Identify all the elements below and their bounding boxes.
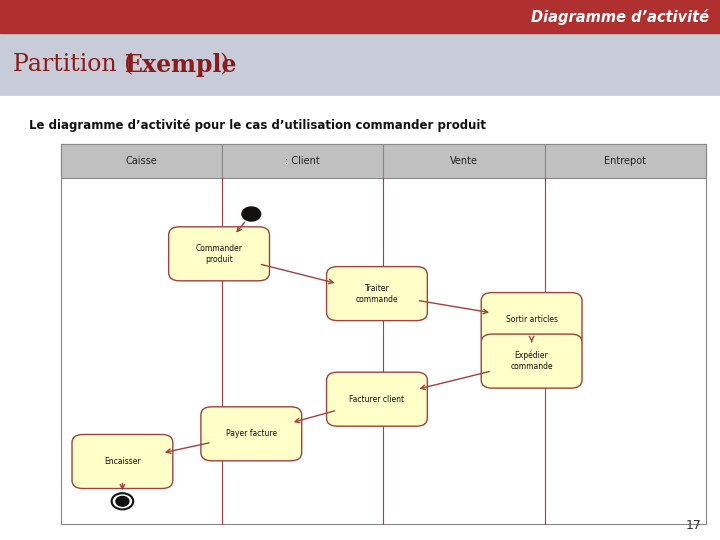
Bar — [222, 144, 383, 178]
Text: Exemple: Exemple — [125, 52, 237, 77]
Bar — [0, 96, 720, 540]
Bar — [544, 144, 706, 178]
FancyBboxPatch shape — [481, 293, 582, 347]
Text: Commander
produit: Commander produit — [196, 244, 243, 264]
Text: Vente: Vente — [450, 156, 478, 166]
Text: Traiter
commande: Traiter commande — [356, 284, 398, 303]
Text: Payer facture: Payer facture — [226, 429, 277, 438]
Text: Partition (: Partition ( — [13, 53, 133, 76]
Bar — [61, 144, 222, 178]
Text: ): ) — [220, 53, 229, 76]
Circle shape — [116, 496, 129, 506]
Text: Entrepot: Entrepot — [604, 156, 646, 166]
Text: Caisse: Caisse — [126, 156, 158, 166]
Bar — [0, 0, 720, 33]
Text: Diagramme d’activité: Diagramme d’activité — [531, 9, 709, 25]
Text: Expédier
commande: Expédier commande — [510, 351, 553, 372]
Text: Encaisser: Encaisser — [104, 457, 140, 466]
Text: : Client: : Client — [285, 156, 320, 166]
FancyBboxPatch shape — [327, 372, 428, 426]
FancyBboxPatch shape — [168, 227, 269, 281]
FancyBboxPatch shape — [327, 267, 428, 321]
Text: Le diagramme d’activité pour le cas d’utilisation commander produit: Le diagramme d’activité pour le cas d’ut… — [29, 119, 486, 132]
Bar — [0, 33, 720, 96]
Text: Facturer client: Facturer client — [349, 395, 405, 404]
Text: Sortir articles: Sortir articles — [505, 315, 557, 324]
FancyBboxPatch shape — [72, 435, 173, 489]
FancyBboxPatch shape — [481, 334, 582, 388]
Bar — [383, 144, 544, 178]
FancyBboxPatch shape — [201, 407, 302, 461]
Text: 17: 17 — [686, 519, 702, 532]
Bar — [61, 144, 706, 524]
Circle shape — [242, 207, 261, 221]
